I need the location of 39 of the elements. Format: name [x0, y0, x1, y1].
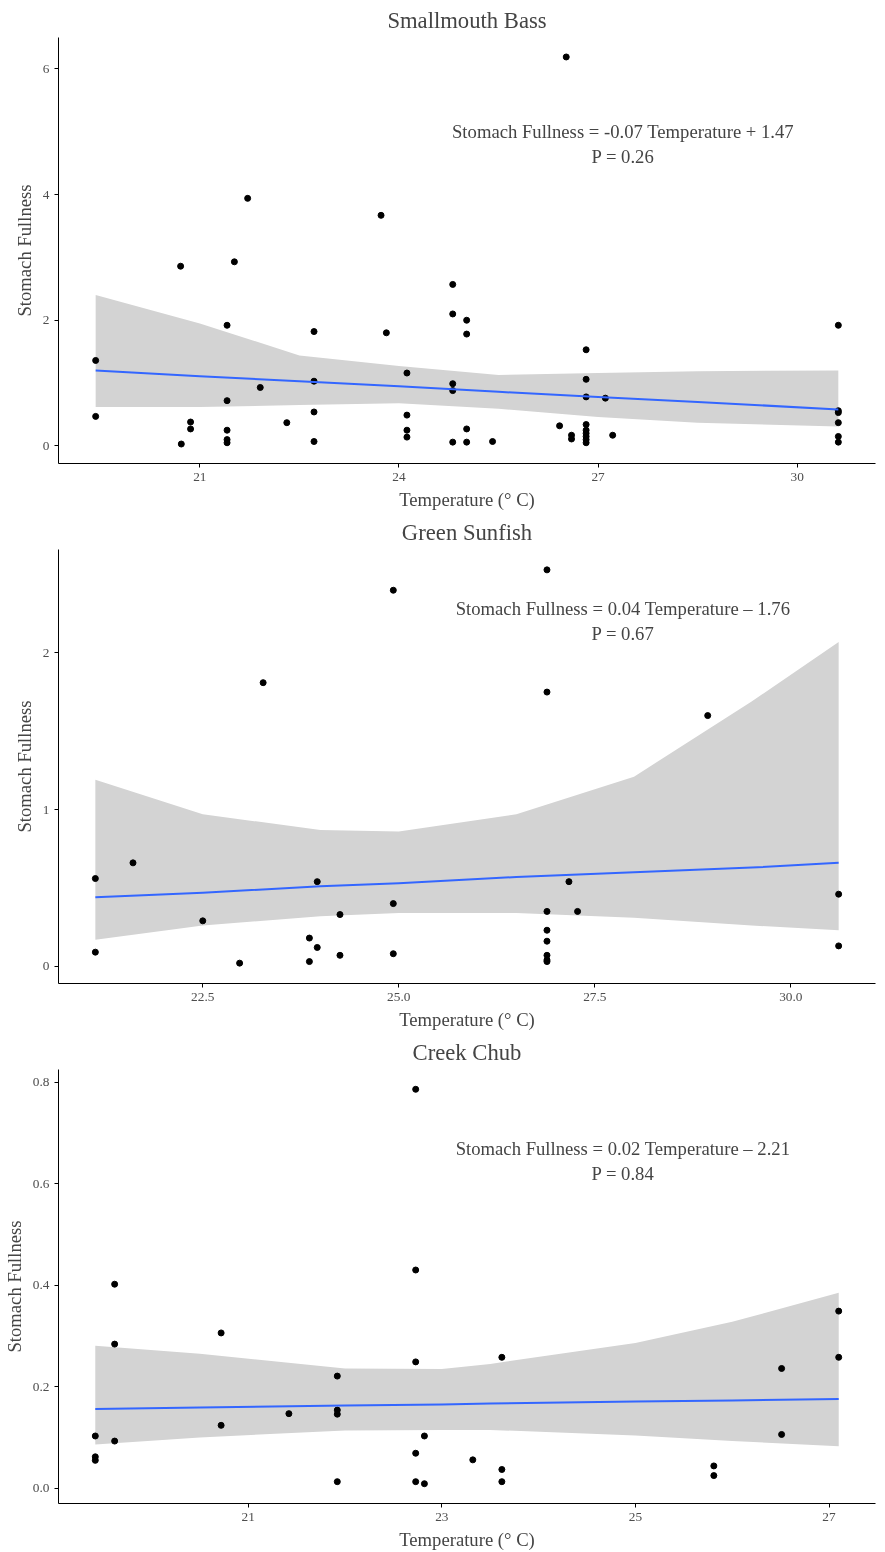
y-tick-label: 0.4: [32, 1277, 50, 1293]
x-tick-label: 23: [435, 1508, 449, 1524]
x-axis-title: Temperature (° C): [399, 1008, 535, 1031]
annotation: P = 0.84: [591, 1162, 655, 1184]
y-tick-label: 0.2: [32, 1378, 50, 1394]
chart-title: Green Sunfish: [401, 519, 533, 545]
x-tick-label: 27.5: [583, 988, 607, 1004]
x-tick-label: 27: [591, 468, 606, 484]
y-tick-label: 0: [42, 437, 50, 453]
y-tick-label: 0.6: [32, 1175, 50, 1191]
chart-title: Creek Chub: [412, 1039, 522, 1065]
x-tick-label: 21: [241, 1508, 255, 1524]
annotation: Stomach Fullness = 0.02 Temperature – 2.21: [455, 1137, 790, 1159]
x-tick-label: 30.0: [779, 988, 803, 1004]
x-tick-label: 24: [392, 468, 406, 484]
y-tick-label: 4: [42, 186, 50, 202]
y-tick-label: 0.0: [32, 1480, 50, 1496]
annotation: P = 0.26: [591, 145, 654, 167]
x-tick-label: 25: [628, 1508, 643, 1524]
y-axis-title: Stomach Fullness: [3, 1220, 25, 1353]
x-tick-label: 30: [790, 468, 805, 484]
chart-title: Smallmouth Bass: [387, 7, 547, 33]
annotation: Stomach Fullness = 0.04 Temperature – 1.76: [455, 597, 790, 619]
y-tick-label: 2: [42, 644, 50, 660]
x-tick-label: 27: [822, 1508, 837, 1524]
x-axis-title: Temperature (° C): [399, 488, 535, 511]
x-tick-label: 22.5: [191, 988, 215, 1004]
y-axis-title: Stomach Fullness: [13, 700, 35, 833]
y-tick-label: 0.8: [32, 1074, 50, 1090]
x-tick-label: 21: [193, 468, 207, 484]
x-axis-title: Temperature (° C): [399, 1528, 535, 1551]
x-tick-label: 25.0: [387, 988, 411, 1004]
y-axis-title: Stomach Fullness: [13, 184, 35, 317]
annotation: P = 0.67: [591, 622, 654, 644]
annotation: Stomach Fullness = -0.07 Temperature + 1.47: [451, 120, 794, 142]
y-tick-label: 2: [42, 312, 50, 328]
y-tick-label: 1: [42, 801, 50, 817]
y-tick-label: 0: [42, 958, 50, 974]
y-tick-label: 6: [42, 60, 50, 76]
